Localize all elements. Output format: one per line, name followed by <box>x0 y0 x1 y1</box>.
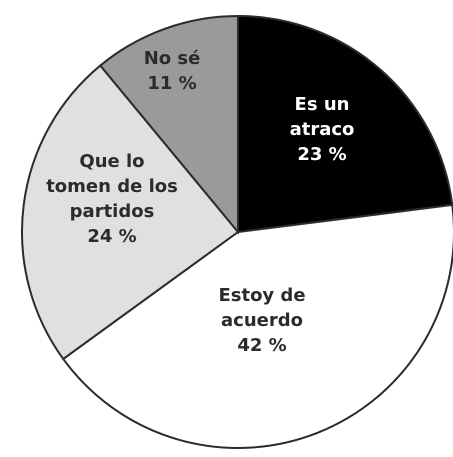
slice-value-label: 23 % <box>297 144 346 165</box>
pie-slices <box>21 14 453 449</box>
slice-label: Es un atraco 23 % <box>290 94 355 165</box>
slice-value-label: 11 % <box>147 73 196 94</box>
slice-category-label: Es un <box>295 94 350 115</box>
slice-label: No sé 11 % <box>144 48 201 94</box>
slice-category-label: tomen de los <box>46 176 178 197</box>
pie-slice <box>61 203 453 449</box>
slice-category-label: partidos <box>70 201 155 222</box>
pie-slice <box>237 14 453 234</box>
slice-category-label: No sé <box>144 48 201 69</box>
slice-category-label: atraco <box>290 119 355 140</box>
slice-value-label: 42 % <box>237 335 286 356</box>
slice-category-label: Estoy de <box>218 285 305 306</box>
slice-label: Que lo tomen de los partidos 24 % <box>46 151 178 247</box>
slice-category-label: Que lo <box>79 151 144 172</box>
slice-category-label: acuerdo <box>221 310 303 331</box>
slice-label: Estoy de acuerdo 42 % <box>218 285 305 356</box>
pie-slice <box>98 14 239 235</box>
slice-value-label: 24 % <box>87 226 136 247</box>
pie-labels: Es un atraco 23 % Estoy de acuerdo 42 % Que lo… <box>46 48 354 356</box>
pie-slice <box>21 64 240 361</box>
